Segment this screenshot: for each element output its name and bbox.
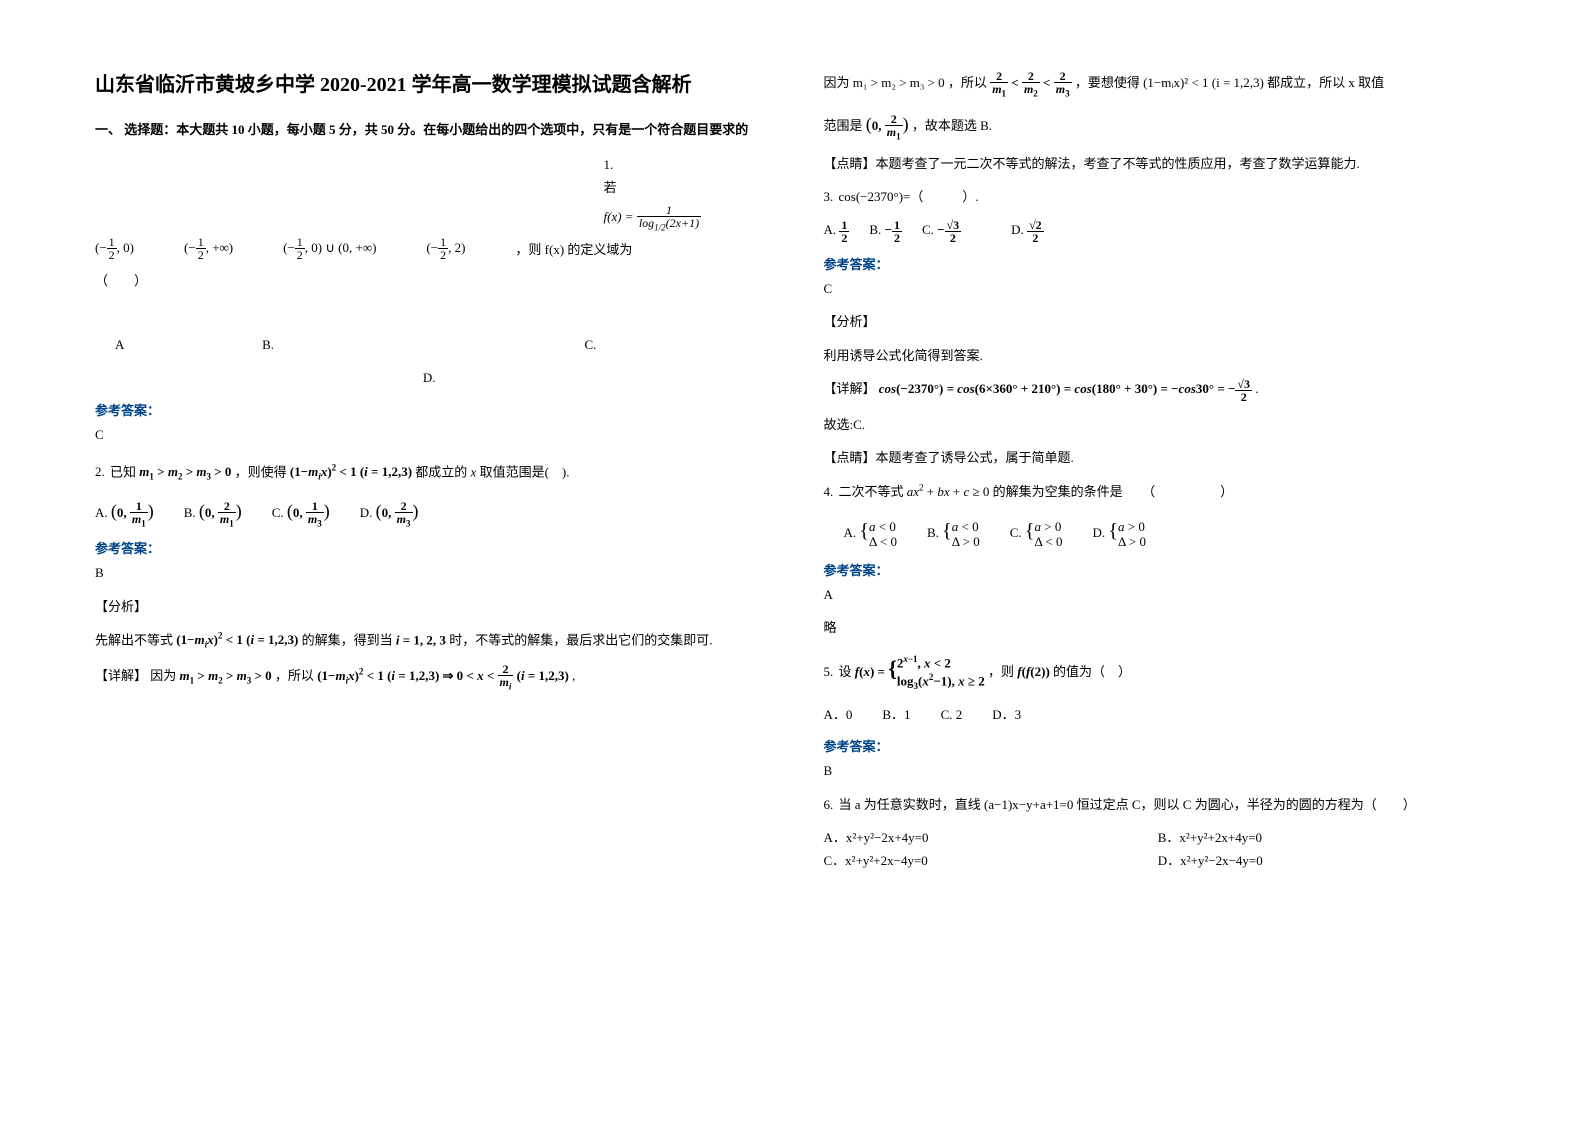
- q3-comment-label: 【点睛】: [824, 450, 876, 465]
- q4-stem: 二次不等式 ax2 + bx + c ≥ 0 的解集为空集的条件是 （ ）: [839, 484, 1234, 499]
- q2-stem: 已知 m1 > m2 > m3 > 0 ，则使得 (1−mix)2 < 1 (i…: [110, 464, 570, 479]
- q4-omit: 略: [824, 616, 1493, 639]
- q5-option-b: B．1: [882, 703, 910, 726]
- q1-formula: f(x) = 1log1/2(2x+1): [604, 204, 764, 232]
- q2-answer-label: 参考答案：: [95, 538, 764, 557]
- q6-options: A．x²+y²−2x+4y=0 B．x²+y²+2x+4y=0 C．x²+y²+…: [824, 826, 1493, 873]
- q3-analysis: 利用诱导公式化简得到答案.: [824, 344, 1493, 367]
- q4-option-b: B. {a < 0Δ > 0: [927, 513, 980, 550]
- right-column: 因为 m₁ > m₂ > m₃ > 0 ，所以 2m1 < 2m2 < 2m3 …: [824, 70, 1493, 1052]
- q2-detail-cont1: 因为 m₁ > m₂ > m₃ > 0 ，所以 2m1 < 2m2 < 2m3 …: [824, 70, 1493, 98]
- q2-answer: B: [95, 561, 764, 584]
- q4-option-d: D. {a > 0Δ > 0: [1093, 513, 1146, 550]
- q4-option-a: A. {a < 0Δ < 0: [844, 513, 897, 550]
- q1-label-a: A: [95, 333, 262, 356]
- q5-option-d: D．3: [992, 703, 1021, 726]
- exam-title: 山东省临沂市黄坡乡中学 2020-2021 学年高一数学理模拟试题含解析: [95, 70, 764, 100]
- q3-option-a: A. 12: [824, 218, 850, 244]
- q2-comment: 【点睛】本题考查了一元二次不等式的解法，考查了不等式的性质应用，考查了数学运算能…: [824, 152, 1493, 175]
- question-1: 1. 若 f(x) = 1log1/2(2x+1) (−12, 0) (−12,…: [95, 153, 764, 293]
- section-1-description: 一、 选择题：本大题共 10 小题，每小题 5 分，共 50 分。在每小题给出的…: [95, 120, 764, 141]
- q4-answer-label: 参考答案：: [824, 560, 1493, 579]
- q5-answer: B: [824, 759, 1493, 782]
- q6-number: 6.: [824, 797, 834, 812]
- q3-option-d: D. √22: [1011, 218, 1043, 244]
- q1-text: 若: [604, 176, 764, 199]
- question-2: 2. 已知 m1 > m2 > m3 > 0 ，则使得 (1−mix)2 < 1…: [95, 460, 764, 485]
- q3-option-c: C. −√32: [922, 218, 961, 244]
- q2-option-b: B. (0, 2m1): [184, 495, 242, 528]
- q2-options: A. (0, 1m1) B. (0, 2m1) C. (0, 1m3) D. (…: [95, 495, 764, 528]
- q4-option-c: C. {a > 0Δ < 0: [1010, 513, 1063, 550]
- q1-option-a: (−12, 0): [95, 236, 134, 262]
- q5-number: 5.: [824, 664, 834, 679]
- q3-comment: 【点睛】本题考查了诱导公式，属于简单题.: [824, 446, 1493, 469]
- q1-option-c: (−12, 0) ∪ (0, +∞): [283, 236, 376, 262]
- q6-option-c: C．x²+y²+2x−4y=0: [824, 849, 1158, 872]
- q3-stem: cos(−2370°)=（ ）.: [839, 189, 979, 204]
- q6-option-a: A．x²+y²−2x+4y=0: [824, 826, 1158, 849]
- q2-number: 2.: [95, 464, 105, 479]
- q3-conclude: 故选:C.: [824, 413, 1493, 436]
- q3-analysis-label: 【分析】: [824, 310, 1493, 333]
- q1-answer-label: 参考答案：: [95, 400, 764, 419]
- q3-detail: 【详解】 cos(−2370°) = cos(6×360° + 210°) = …: [824, 377, 1493, 403]
- question-4: 4. 二次不等式 ax2 + bx + c ≥ 0 的解集为空集的条件是 （ ）: [824, 479, 1493, 503]
- question-3: 3. cos(−2370°)=（ ）.: [824, 185, 1493, 208]
- q1-tail: ，则 f(x) 的定义域为: [515, 238, 632, 261]
- q1-number: 1.: [604, 153, 764, 176]
- q2-analysis: 先解出不等式 (1−mix)2 < 1 (i = 1,2,3) 的解集，得到当 …: [95, 628, 764, 653]
- q1-label-b: B.: [262, 333, 429, 356]
- q2-comment-label: 【点睛】: [824, 156, 876, 171]
- left-column: 山东省临沂市黄坡乡中学 2020-2021 学年高一数学理模拟试题含解析 一、 …: [95, 70, 764, 1052]
- q1-abcd-row: A B. C.: [95, 333, 764, 356]
- q2-detail: 【详解】 因为 m1 > m2 > m3 > 0 ，所以 (1−mix)2 < …: [95, 663, 764, 691]
- q1-option-d: (−12, 2): [426, 236, 465, 262]
- q2-analysis-label: 【分析】: [95, 595, 764, 618]
- q1-label-d-row: D.: [95, 366, 764, 389]
- question-6: 6. 当 a 为任意实数时，直线 (a−1)x−y+a+1=0 恒过定点 C，则…: [824, 793, 1493, 816]
- q3-answer-label: 参考答案：: [824, 254, 1493, 273]
- q3-number: 3.: [824, 189, 834, 204]
- q2-option-a: A. (0, 1m1): [95, 495, 154, 528]
- q1-option-b: (−12, +∞): [184, 236, 233, 262]
- q4-options: A. {a < 0Δ < 0 B. {a < 0Δ > 0 C. {a > 0Δ…: [824, 513, 1493, 550]
- q1-answer: C: [95, 423, 764, 446]
- q2-detail-label: 【详解】: [95, 668, 147, 683]
- q5-options: A．0 B．1 C. 2 D．3: [824, 703, 1493, 726]
- q6-option-b: B．x²+y²+2x+4y=0: [1158, 826, 1492, 849]
- q1-paren: （ ）: [95, 269, 764, 292]
- q2-option-c: C. (0, 1m3): [272, 495, 330, 528]
- q5-answer-label: 参考答案：: [824, 736, 1493, 755]
- question-5: 5. 设 f(x) = {2x−1, x < 2log3(x2−1), x ≥ …: [824, 649, 1493, 692]
- q6-stem: 当 a 为任意实数时，直线 (a−1)x−y+a+1=0 恒过定点 C，则以 C…: [839, 797, 1416, 812]
- q6-option-d: D．x²+y²−2x−4y=0: [1158, 849, 1492, 872]
- q3-option-b: B. −12: [869, 218, 902, 244]
- q4-number: 4.: [824, 484, 834, 499]
- q1-label-d: D.: [423, 370, 436, 385]
- q5-option-c: C. 2: [941, 703, 963, 726]
- q3-options: A. 12 B. −12 C. −√32 D. √22: [824, 218, 1493, 244]
- q3-detail-label: 【详解】: [824, 381, 876, 396]
- q2-detail-cont2: 范围是 (0, 2m1) ，故本题选 B.: [824, 108, 1493, 141]
- q5-option-a: A．0: [824, 703, 853, 726]
- q3-answer: C: [824, 277, 1493, 300]
- q2-option-d: D. (0, 2m3): [360, 495, 419, 528]
- q1-label-c: C.: [429, 333, 596, 356]
- q4-answer: A: [824, 583, 1493, 606]
